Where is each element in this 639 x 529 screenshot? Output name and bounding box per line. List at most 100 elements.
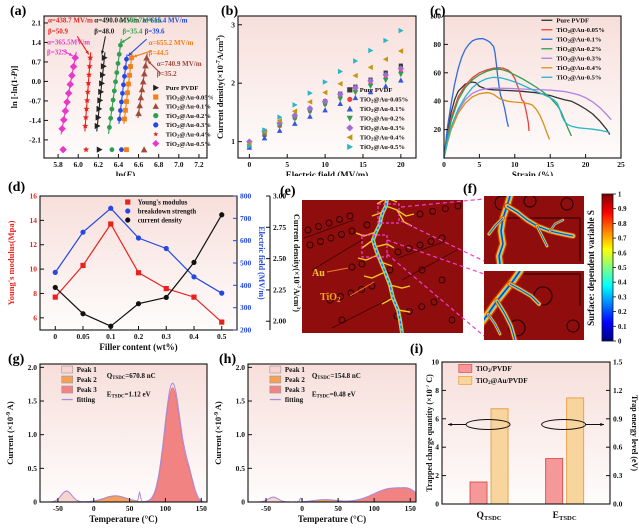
svg-text:1.2: 1.2 bbox=[613, 386, 623, 395]
svg-text:TiO2: TiO2 bbox=[320, 292, 341, 304]
svg-text:0: 0 bbox=[442, 160, 446, 169]
chart-i-svg: QTSDC ETSDC 0 2 4 6 8 10 Trapped charge quantity… bbox=[426, 358, 639, 522]
svg-text:β=44.5: β=44.5 bbox=[149, 49, 169, 57]
panel-label-i: (i) bbox=[410, 342, 424, 357]
svg-text:60: 60 bbox=[434, 68, 442, 77]
svg-text:QTSDC=670.8 nC: QTSDC=670.8 nC bbox=[107, 372, 156, 381]
svg-text:β=35.4: β=35.4 bbox=[122, 28, 142, 36]
svg-text:5: 5 bbox=[478, 160, 482, 169]
svg-text:20: 20 bbox=[434, 125, 442, 134]
svg-text:-1.4: -1.4 bbox=[29, 116, 41, 125]
svg-text:α=566.7MV/m: α=566.7MV/m bbox=[118, 16, 161, 24]
svg-text:fitting: fitting bbox=[77, 396, 96, 404]
svg-text:100: 100 bbox=[160, 504, 172, 513]
svg-text:0.3: 0.3 bbox=[613, 471, 623, 480]
svg-text:0.7: 0.7 bbox=[32, 57, 42, 66]
chart-b-svg: 0 5 10 15 20 1 2 3 Electric field (MV/m) Current … bbox=[215, 15, 417, 176]
svg-text:ETSDC=1.12 eV: ETSDC=1.12 eV bbox=[107, 390, 151, 399]
svg-text:0.3: 0.3 bbox=[618, 294, 627, 301]
panel-label-h: (h) bbox=[219, 352, 237, 367]
svg-text:TiO2@Au-0.3%: TiO2@Au-0.3% bbox=[556, 56, 601, 63]
svg-text:6: 6 bbox=[435, 414, 439, 423]
svg-text:Pure PVDF: Pure PVDF bbox=[556, 18, 589, 25]
svg-text:α=740.9 MV/m: α=740.9 MV/m bbox=[157, 60, 202, 68]
svg-text:TiO2@Au-0.2%: TiO2@Au-0.2% bbox=[556, 46, 601, 53]
svg-text:0.5: 0.5 bbox=[28, 464, 38, 473]
svg-text:Young's modulus(Mpa): Young's modulus(Mpa) bbox=[6, 220, 16, 305]
panel-label-f: (f) bbox=[463, 182, 477, 197]
svg-text:7.2: 7.2 bbox=[194, 160, 204, 169]
chart-e-svg: Au TiO2 bbox=[302, 200, 463, 333]
svg-text:Current density(×10-7A/cm3): Current density(×10-7A/cm3) bbox=[215, 35, 225, 139]
panel-label-g: (g) bbox=[8, 352, 25, 367]
svg-text:Electric field (MV/m): Electric field (MV/m) bbox=[257, 226, 266, 300]
svg-text:8: 8 bbox=[33, 289, 37, 298]
svg-text:fitting: fitting bbox=[285, 396, 304, 404]
svg-text:200: 200 bbox=[240, 326, 252, 335]
svg-text:Au: Au bbox=[312, 268, 325, 279]
svg-text:0: 0 bbox=[618, 339, 622, 346]
svg-text:25: 25 bbox=[617, 160, 625, 169]
svg-text:Strain (%): Strain (%) bbox=[512, 170, 553, 176]
svg-text:0.9: 0.9 bbox=[618, 206, 627, 213]
svg-text:Current (×10-9 A): Current (×10-9 A) bbox=[5, 401, 15, 465]
svg-text:ln [-ln(1-P)]: ln [-ln(1-P)] bbox=[9, 65, 19, 108]
svg-text:0.7: 0.7 bbox=[618, 236, 627, 243]
svg-text:α=490.0 MV/m: α=490.0 MV/m bbox=[94, 16, 139, 24]
svg-text:TiO2@Au-0.4%: TiO2@Au-0.4% bbox=[556, 65, 601, 72]
svg-text:10: 10 bbox=[30, 265, 38, 274]
svg-text:breakdown strength: breakdown strength bbox=[138, 208, 197, 215]
svg-text:TiO2@Au-0.2%: TiO2@Au-0.2% bbox=[360, 116, 405, 123]
svg-text:Pure PVDF: Pure PVDF bbox=[166, 85, 199, 92]
svg-text:-2.1: -2.1 bbox=[29, 135, 41, 144]
svg-text:0: 0 bbox=[241, 498, 245, 507]
svg-text:0.1: 0.1 bbox=[618, 324, 627, 331]
svg-text:7.0: 7.0 bbox=[174, 160, 184, 169]
svg-text:2.0: 2.0 bbox=[28, 363, 38, 372]
panel-d-properties: 0 0.05 0.1 0.2 0.3 0.4 0.5 6 8 10 12 14 16 Filler con… bbox=[0, 176, 302, 353]
svg-text:0: 0 bbox=[435, 500, 439, 509]
svg-text:20: 20 bbox=[582, 160, 590, 169]
svg-text:Current density(×10-7A/cm3): Current density(×10-7A/cm3) bbox=[292, 214, 301, 312]
svg-text:TiO2@Au-0.4%: TiO2@Au-0.4% bbox=[166, 132, 211, 139]
svg-text:15: 15 bbox=[359, 160, 367, 169]
chart-f-svg: 1 0.9 0.8 0.7 0.6 0.5 0.4 0.3 0.2 0.1 0 Surface: de… bbox=[484, 192, 627, 346]
chart-d-svg: 0 0.05 0.1 0.2 0.3 0.4 0.5 6 8 10 12 14 16 Filler con… bbox=[6, 192, 301, 353]
svg-text:1.5: 1.5 bbox=[236, 397, 246, 406]
panel-g-tsdc-au: -50 0 50 100 150 0 0.5 1.0 1.5 2.0 Temperature (°C… bbox=[0, 352, 213, 529]
svg-text:1: 1 bbox=[618, 192, 622, 199]
svg-text:1.0: 1.0 bbox=[28, 430, 38, 439]
svg-text:1.0: 1.0 bbox=[236, 430, 246, 439]
svg-text:0.8: 0.8 bbox=[618, 221, 627, 228]
svg-text:TiO2@Au-0.5%: TiO2@Au-0.5% bbox=[166, 141, 211, 148]
svg-text:40: 40 bbox=[434, 97, 442, 106]
panel-label-a: (a) bbox=[10, 4, 27, 19]
svg-text:0: 0 bbox=[300, 504, 304, 513]
svg-text:TiO2@Au-0.3%: TiO2@Au-0.3% bbox=[360, 125, 405, 132]
svg-text:TiO2@Au-0.5%: TiO2@Au-0.5% bbox=[360, 144, 405, 151]
svg-text:TiO2/PVDF: TiO2/PVDF bbox=[476, 365, 513, 374]
svg-text:100: 100 bbox=[369, 504, 381, 513]
svg-text:0: 0 bbox=[33, 498, 37, 507]
svg-text:3: 3 bbox=[231, 20, 235, 29]
svg-text:0.6: 0.6 bbox=[613, 443, 623, 452]
svg-text:800: 800 bbox=[240, 192, 252, 201]
svg-text:16: 16 bbox=[30, 192, 38, 201]
svg-text:TiO2@Au-0.1%: TiO2@Au-0.1% bbox=[166, 104, 211, 111]
svg-text:Surface: dependent variable S: Surface: dependent variable S bbox=[586, 210, 596, 326]
svg-text:10: 10 bbox=[432, 358, 440, 367]
svg-text:1: 1 bbox=[231, 137, 235, 146]
svg-text:0.2: 0.2 bbox=[134, 332, 144, 341]
panel-label-c: (c) bbox=[430, 4, 446, 19]
svg-text:Peak 3: Peak 3 bbox=[77, 386, 98, 394]
svg-text:TiO2@Au-0.1%: TiO2@Au-0.1% bbox=[556, 37, 601, 44]
svg-text:α=615.4 MV/m: α=615.4 MV/m bbox=[143, 16, 188, 24]
svg-text:400: 400 bbox=[240, 281, 252, 290]
svg-text:10: 10 bbox=[321, 160, 329, 169]
svg-text:0.5: 0.5 bbox=[217, 332, 227, 341]
chart-a-svg: 5.8 6.0 6.2 6.4 6.6 6.8 7.0 7.2 2.1 1.4 0.7 0.0 -0.7… bbox=[9, 15, 213, 176]
chart-h-svg: -50 0 50 100 150 0 0.5 1.0 1.5 2.0 Temperature (°C… bbox=[213, 363, 417, 524]
svg-text:ln(E): ln(E) bbox=[116, 170, 136, 176]
svg-text:0.4: 0.4 bbox=[618, 280, 627, 287]
